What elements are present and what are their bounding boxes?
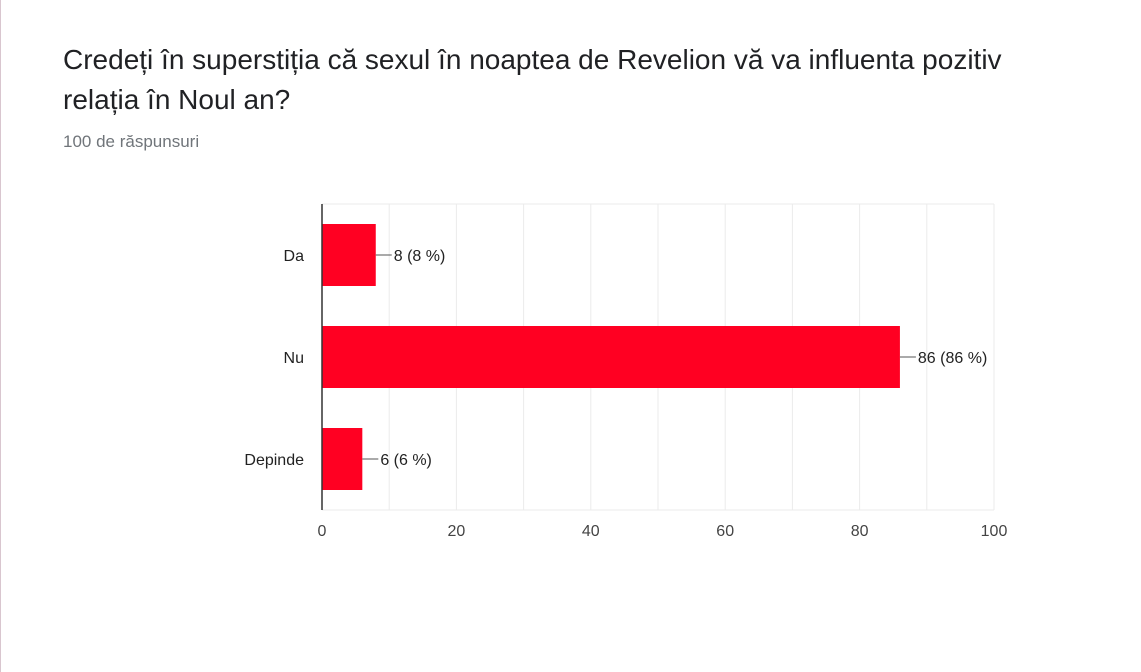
x-tick-label: 100 — [981, 523, 1008, 540]
x-tick-label: 80 — [851, 523, 869, 540]
category-label: Depinde — [244, 452, 304, 469]
axes: Da 8 (8 %) Nu 86 (86 %) Depinde 6 (6 %) 0 20 40 6… — [244, 204, 1007, 540]
response-count: 100 de răspunsuri — [63, 132, 200, 151]
data-label: 8 (8 %) — [394, 248, 446, 265]
bar-nu — [322, 326, 900, 388]
data-label: 6 (6 %) — [380, 452, 432, 469]
data-label: 86 (86 %) — [918, 350, 987, 367]
x-tick-label: 0 — [318, 523, 327, 540]
bar-depinde — [322, 428, 363, 490]
x-tick-label: 60 — [716, 523, 734, 540]
category-label: Nu — [284, 350, 304, 367]
question-title: Credeți în superstiția că sexul în noapt… — [63, 44, 1002, 115]
bars — [322, 224, 900, 490]
bar-da — [322, 224, 376, 286]
left-edge-divider — [0, 0, 1, 672]
x-tick-label: 20 — [448, 523, 466, 540]
x-tick-label: 40 — [582, 523, 600, 540]
category-label: Da — [284, 248, 305, 265]
